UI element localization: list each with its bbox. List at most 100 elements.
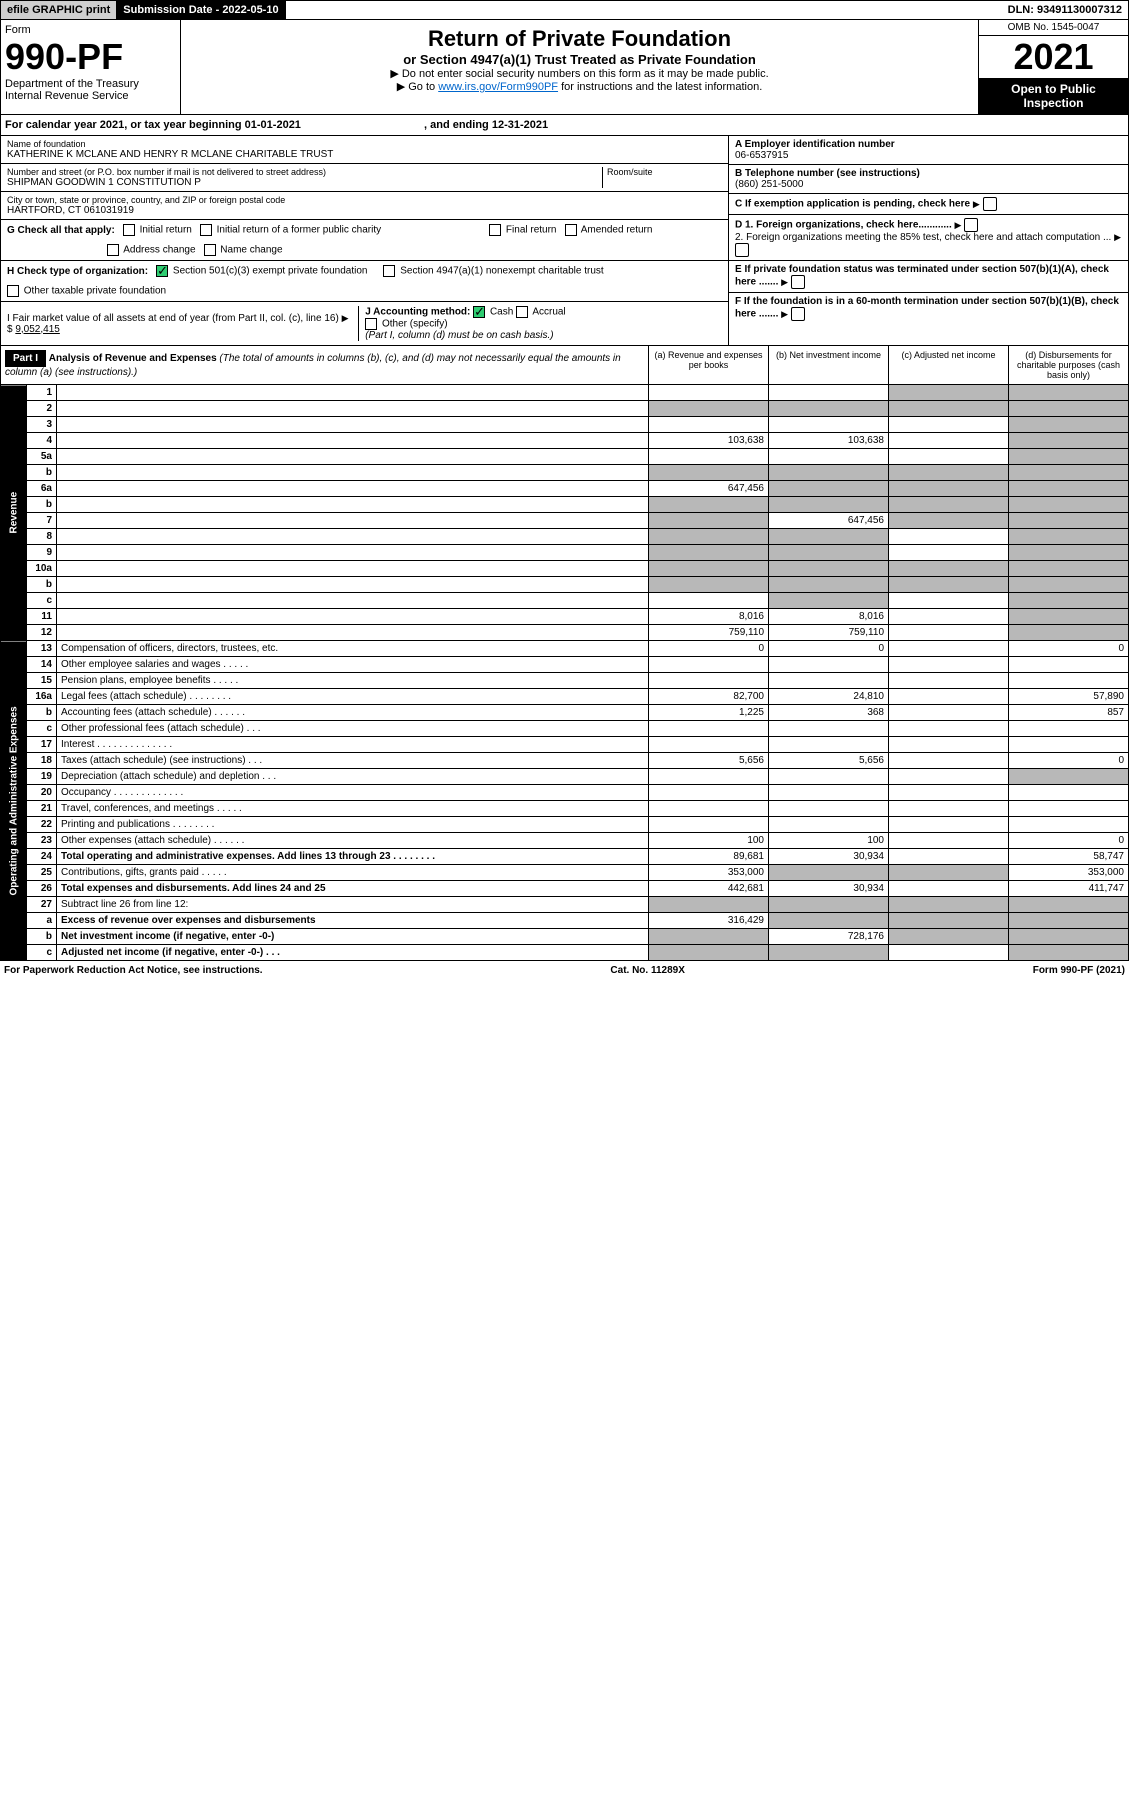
side-label: Revenue xyxy=(1,385,27,641)
table-cell xyxy=(889,689,1009,705)
section-c-label: C If exemption application is pending, c… xyxy=(735,199,970,210)
section-i-j: I Fair market value of all assets at end… xyxy=(1,302,728,345)
dln-label: DLN: 93491130007312 xyxy=(1002,1,1128,19)
table-row: 9 xyxy=(1,545,1129,561)
table-cell xyxy=(889,817,1009,833)
efile-print-button[interactable]: efile GRAPHIC print xyxy=(1,1,117,19)
address-change-checkbox[interactable] xyxy=(107,244,119,256)
table-cell xyxy=(1009,449,1129,465)
line-number: a xyxy=(27,913,57,929)
table-cell xyxy=(769,449,889,465)
table-cell xyxy=(769,801,889,817)
omb-number: OMB No. 1545-0047 xyxy=(979,20,1128,36)
table-cell xyxy=(649,401,769,417)
table-row: 118,0168,016 xyxy=(1,609,1129,625)
name-change-checkbox[interactable] xyxy=(204,244,216,256)
foreign-org-checkbox[interactable] xyxy=(964,218,978,232)
phone-value: (860) 251-5000 xyxy=(735,179,803,190)
table-cell xyxy=(889,641,1009,657)
table-cell: 0 xyxy=(1009,833,1129,849)
form-note-1: ▶ Do not enter social security numbers o… xyxy=(187,67,972,80)
col-a-header: (a) Revenue and expenses per books xyxy=(648,346,768,384)
table-cell xyxy=(889,769,1009,785)
entity-info: Name of foundation KATHERINE K MCLANE AN… xyxy=(0,136,1129,346)
opex-table: Operating and Administrative Expenses13C… xyxy=(0,641,1129,961)
final-return-checkbox[interactable] xyxy=(489,224,501,236)
line-desc: Compensation of officers, directors, tru… xyxy=(57,641,649,657)
footer-right: Form 990-PF (2021) xyxy=(1033,965,1125,976)
table-cell xyxy=(889,945,1009,961)
foundation-address: SHIPMAN GOODWIN 1 CONSTITUTION P xyxy=(7,177,602,188)
table-cell: 647,456 xyxy=(769,513,889,529)
4947a1-checkbox[interactable] xyxy=(383,265,395,277)
line-desc xyxy=(57,561,649,577)
table-cell xyxy=(649,897,769,913)
cash-checkbox[interactable] xyxy=(473,306,485,318)
line-desc: Total expenses and disbursements. Add li… xyxy=(57,881,649,897)
table-cell xyxy=(889,881,1009,897)
table-cell xyxy=(769,721,889,737)
table-cell xyxy=(649,497,769,513)
initial-public-checkbox[interactable] xyxy=(200,224,212,236)
table-cell: 0 xyxy=(1009,641,1129,657)
city-label: City or town, state or province, country… xyxy=(7,195,722,205)
table-cell xyxy=(769,913,889,929)
table-cell xyxy=(769,865,889,881)
initial-return-checkbox[interactable] xyxy=(123,224,135,236)
table-cell xyxy=(889,401,1009,417)
amended-return-checkbox[interactable] xyxy=(565,224,577,236)
table-cell: 58,747 xyxy=(1009,849,1129,865)
table-row: 7647,456 xyxy=(1,513,1129,529)
table-cell xyxy=(889,785,1009,801)
line-desc: Travel, conferences, and meetings . . . … xyxy=(57,801,649,817)
line-desc xyxy=(57,497,649,513)
part1-label: Part I xyxy=(5,350,46,367)
accrual-checkbox[interactable] xyxy=(516,306,528,318)
other-method-checkbox[interactable] xyxy=(365,318,377,330)
line-number: 10a xyxy=(27,561,57,577)
table-cell xyxy=(649,529,769,545)
table-cell xyxy=(889,929,1009,945)
note2-suffix: for instructions and the latest informat… xyxy=(561,81,762,93)
table-cell xyxy=(649,561,769,577)
table-cell: 24,810 xyxy=(769,689,889,705)
table-cell xyxy=(889,609,1009,625)
table-cell xyxy=(649,801,769,817)
line-desc xyxy=(57,433,649,449)
col-d-header: (d) Disbursements for charitable purpose… xyxy=(1008,346,1128,384)
line-desc: Occupancy . . . . . . . . . . . . . xyxy=(57,785,649,801)
table-cell: 647,456 xyxy=(649,481,769,497)
table-cell xyxy=(1009,929,1129,945)
60-month-checkbox[interactable] xyxy=(791,307,805,321)
name-label: Name of foundation xyxy=(7,139,722,149)
table-row: 23Other expenses (attach schedule) . . .… xyxy=(1,833,1129,849)
instructions-link[interactable]: www.irs.gov/Form990PF xyxy=(438,81,558,93)
table-row: 14Other employee salaries and wages . . … xyxy=(1,657,1129,673)
line-desc: Pension plans, employee benefits . . . .… xyxy=(57,673,649,689)
table-row: 10a xyxy=(1,561,1129,577)
table-cell xyxy=(889,593,1009,609)
table-cell xyxy=(889,433,1009,449)
foreign-85-checkbox[interactable] xyxy=(735,243,749,257)
table-cell xyxy=(769,529,889,545)
table-row: cOther professional fees (attach schedul… xyxy=(1,721,1129,737)
table-cell: 5,656 xyxy=(649,753,769,769)
table-cell xyxy=(769,465,889,481)
501c3-checkbox[interactable] xyxy=(156,265,168,277)
form-number: 990-PF xyxy=(5,36,176,78)
ein-label: A Employer identification number xyxy=(735,139,895,150)
table-cell: 103,638 xyxy=(769,433,889,449)
status-terminated-checkbox[interactable] xyxy=(791,275,805,289)
form-subtitle: or Section 4947(a)(1) Trust Treated as P… xyxy=(187,52,972,67)
table-cell xyxy=(769,497,889,513)
table-cell xyxy=(649,929,769,945)
irs-label: Internal Revenue Service xyxy=(5,90,176,102)
table-cell xyxy=(769,417,889,433)
exemption-pending-checkbox[interactable] xyxy=(983,197,997,211)
col-c-header: (c) Adjusted net income xyxy=(888,346,1008,384)
other-taxable-checkbox[interactable] xyxy=(7,285,19,297)
table-cell xyxy=(1009,897,1129,913)
line-number: 8 xyxy=(27,529,57,545)
line-desc xyxy=(57,417,649,433)
table-cell xyxy=(889,913,1009,929)
